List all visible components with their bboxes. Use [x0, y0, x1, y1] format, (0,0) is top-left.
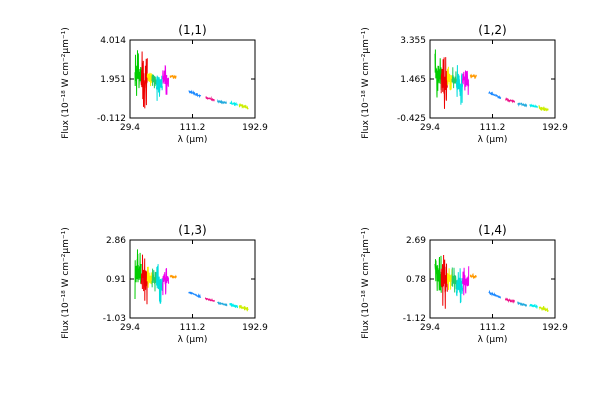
y-axis-label: Flux (10⁻¹⁸ W cm⁻²μm⁻¹)	[361, 27, 371, 139]
spectrum-segment-6	[462, 266, 470, 296]
y-axis-label: Flux (10⁻¹⁸ W cm⁻²μm⁻¹)	[61, 27, 71, 139]
spectrum-segment-10	[517, 301, 528, 308]
subplot-4: (1,4) 29.4 111.2 192.9 -1.12 0.78 2.69 λ (μm) Fl…	[361, 223, 568, 345]
spectrum-segment-9	[205, 95, 215, 102]
spectrum-segment-1	[134, 249, 142, 300]
y-tick-label: -1.03	[103, 314, 126, 324]
x-tick-label: 111.2	[480, 323, 506, 333]
spectrum-segment-7	[169, 74, 177, 79]
y-tick-label: 4.014	[100, 36, 126, 46]
x-tick-label: 29.4	[120, 123, 140, 133]
spectrum-segment-7	[469, 73, 477, 79]
spectrum-segment-2	[440, 57, 448, 109]
spectrum-segment-9	[505, 97, 516, 104]
y-tick-label: 1.951	[100, 75, 126, 85]
subplot-title: (1,4)	[478, 223, 506, 237]
spectrum-segment-7	[169, 274, 177, 279]
spectrum-segment-7	[469, 273, 477, 280]
spectrum-segment-12	[238, 304, 249, 312]
x-tick-label: 29.4	[420, 323, 440, 333]
spectrum-segment-4	[151, 74, 157, 89]
y-tick-label: 0.91	[106, 275, 126, 285]
spectrum-segment-10	[217, 98, 228, 105]
spectrum-segment-3	[446, 268, 453, 290]
x-axis-label: λ (μm)	[478, 135, 508, 145]
spectrum-segment-10	[217, 301, 228, 307]
spectrum-segment-5	[156, 75, 164, 101]
subplot-3: (1,3) 29.4 111.2 192.9 -1.03 0.91 2.86 λ (μm) Fl…	[61, 223, 268, 345]
y-tick-label: -0.425	[397, 114, 426, 124]
spectrum-segment-3	[446, 66, 453, 91]
spectrum-segment-8	[188, 291, 202, 299]
spectrum-segment-11	[529, 303, 538, 309]
spectrum-segment-3	[146, 266, 153, 288]
x-tick-label: 29.4	[420, 123, 440, 133]
spectrum-segment-9	[504, 297, 515, 304]
spectrum-segment-9	[204, 297, 215, 303]
x-tick-label: 192.9	[242, 323, 268, 333]
spectrum-segment-12	[538, 306, 549, 313]
spectrum-segment-6	[162, 268, 170, 296]
subplot-title: (1,2)	[478, 23, 506, 37]
y-tick-label: -1.12	[403, 314, 426, 324]
spectrum-segment-12	[538, 105, 549, 112]
spectrum-segment-4	[451, 267, 457, 293]
spectrum-segment-8	[488, 289, 501, 299]
spectrum-segment-2	[140, 51, 148, 109]
subplot-title: (1,1)	[178, 23, 206, 37]
spectrum-segment-2	[440, 254, 448, 309]
x-tick-label: 192.9	[542, 123, 568, 133]
spectrum-segment-4	[151, 268, 157, 292]
x-axis-label: λ (μm)	[178, 135, 208, 145]
spectrum-segment-5	[456, 65, 464, 105]
y-axis-label: Flux (10⁻¹⁸ W cm⁻²μm⁻¹)	[361, 227, 371, 339]
spectrum-segment-5	[156, 264, 164, 304]
y-tick-label: 1.465	[400, 75, 426, 85]
spectrum	[134, 249, 249, 312]
spectrum-segment-11	[529, 103, 538, 109]
spectrum-segment-5	[456, 268, 464, 304]
spectrum-segment-1	[434, 49, 442, 98]
x-tick-label: 111.2	[180, 123, 206, 133]
y-axis-label: Flux (10⁻¹⁸ W cm⁻²μm⁻¹)	[61, 227, 71, 339]
spectrum-segment-11	[229, 303, 238, 309]
subplot-2: (1,2) 29.4 111.2 192.9 -0.425 1.465 3.355 λ (μm…	[361, 23, 568, 145]
spectrum-segment-12	[238, 103, 249, 110]
y-tick-label: 3.355	[400, 36, 426, 46]
spectrum-segment-10	[517, 102, 528, 108]
y-tick-label: -0.112	[97, 114, 126, 124]
x-tick-label: 29.4	[120, 323, 140, 333]
spectrum	[434, 254, 549, 313]
x-axis-label: λ (μm)	[478, 335, 508, 345]
subplot-1: (1,1) 29.4 111.2 192.9 -0.112 1.951 4.014 λ (μm…	[61, 23, 268, 145]
x-tick-label: 192.9	[542, 323, 568, 333]
spectrum-segment-6	[162, 65, 169, 95]
x-tick-label: 111.2	[180, 323, 206, 333]
x-axis-label: λ (μm)	[178, 335, 208, 345]
spectrum-segment-3	[146, 72, 153, 87]
y-tick-label: 2.86	[106, 236, 126, 246]
spectrum-segment-1	[134, 50, 142, 96]
spectrum-segment-8	[188, 89, 202, 99]
spectrum-segment-1	[434, 255, 442, 293]
y-tick-label: 2.69	[406, 236, 426, 246]
spectrum-segment-2	[140, 254, 148, 305]
x-tick-label: 192.9	[242, 123, 268, 133]
spectrum-segment-11	[229, 100, 238, 107]
y-tick-label: 0.78	[406, 275, 426, 285]
spectrum-segment-8	[488, 90, 502, 100]
spectrum-segment-4	[451, 67, 457, 89]
subplot-title: (1,3)	[178, 223, 206, 237]
x-tick-label: 111.2	[480, 123, 506, 133]
spectrum	[134, 50, 249, 110]
spectrum	[434, 49, 549, 112]
spectrum-segment-6	[462, 70, 470, 95]
